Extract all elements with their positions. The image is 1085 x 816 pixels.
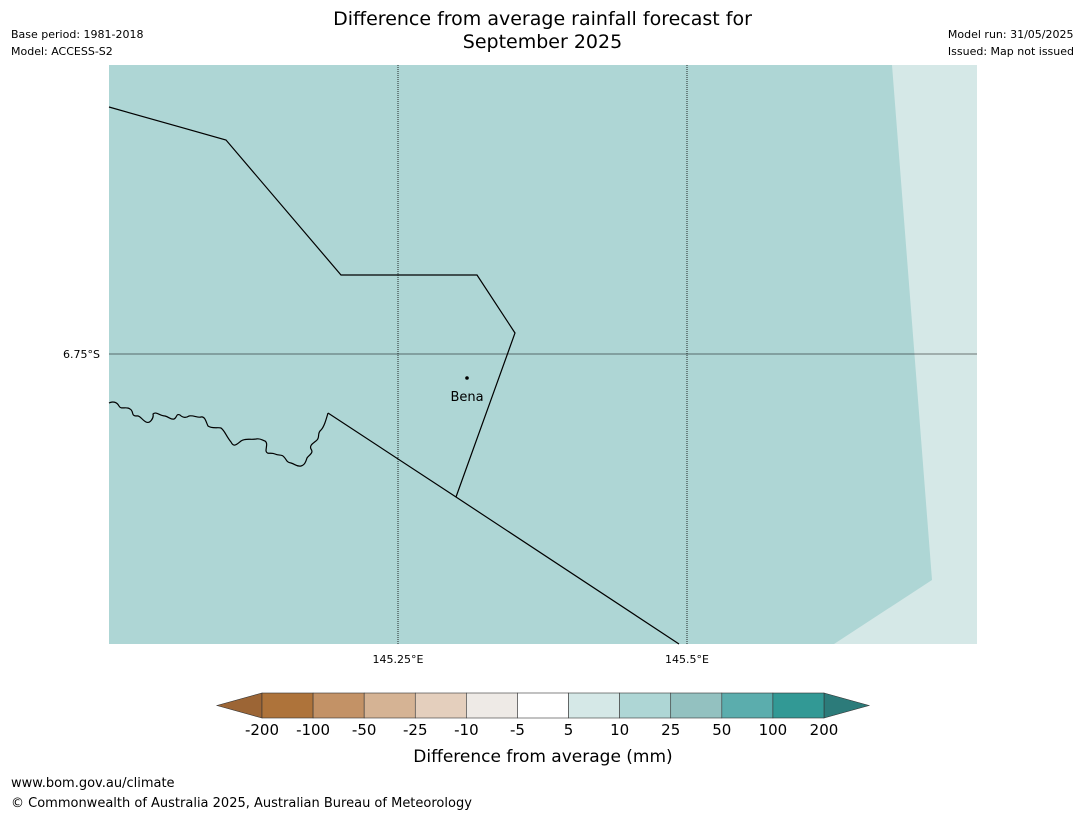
map-panel: Bena 6.75°S 145.25°E 145.5°E <box>63 65 977 666</box>
colorbar-box-1 <box>312 692 365 719</box>
province-boundary-south <box>327 412 680 645</box>
colorbar-extend-high <box>823 692 871 719</box>
forecast-region-10-25mm <box>109 65 932 644</box>
colorbar-box-0 <box>261 692 314 719</box>
colorbar-box-2 <box>363 692 416 719</box>
footer-copyright: © Commonwealth of Australia 2025, Austra… <box>11 796 472 811</box>
header-meta-left: Base period: 1981-2018 Model: ACCESS-S2 <box>11 26 143 60</box>
colorbar: -200 -100 -50 -25 -10 -5 5 10 25 50 100 200 Differe… <box>215 692 871 767</box>
district-boundary-west <box>108 401 329 467</box>
latitude-label: 6.75°S <box>63 348 100 361</box>
colorbar-box-3 <box>414 692 467 719</box>
map-title-line2: September 2025 <box>462 31 623 53</box>
colorbar-tick-label: 100 <box>759 721 788 739</box>
colorbar-tick-label: -10 <box>454 721 479 739</box>
footer-url[interactable]: www.bom.gov.au/climate <box>11 776 175 791</box>
colorbar-title: Difference from average (mm) <box>413 747 672 767</box>
map-title-line1: Difference from average rainfall forecas… <box>333 8 752 30</box>
colorbar-tick-label: 25 <box>661 721 680 739</box>
bena-marker <box>465 376 469 380</box>
colorbar-box-7 <box>619 692 672 719</box>
colorbar-box-5 <box>517 692 569 719</box>
longitude-label-145-5: 145.5°E <box>665 653 709 666</box>
bena-label: Bena <box>450 390 483 405</box>
colorbar-tick-label: -5 <box>510 721 525 739</box>
colorbar-tick-label: -50 <box>352 721 377 739</box>
colorbar-box-6 <box>568 692 620 719</box>
colorbar-tick-label: 200 <box>810 721 839 739</box>
colorbar-tick-label: -100 <box>296 721 330 739</box>
issued-text: Issued: Map not issued <box>947 45 1074 58</box>
colorbar-box-8 <box>670 692 723 719</box>
colorbar-box-9 <box>721 692 774 719</box>
colorbar-box-4 <box>466 692 518 719</box>
map-title: Difference from average rainfall forecas… <box>0 8 1085 54</box>
colorbar-tick-label: 5 <box>564 721 574 739</box>
model-run-text: Model run: 31/05/2025 <box>947 28 1074 41</box>
colorbar-tick-label: 10 <box>610 721 629 739</box>
colorbar-extend-low <box>215 692 263 719</box>
header-meta-right: Model run: 31/05/2025 Issued: Map not is… <box>948 26 1074 60</box>
colorbar-box-10 <box>772 692 825 719</box>
colorbar-tick-label: -200 <box>245 721 279 739</box>
colorbar-tick-label: -25 <box>403 721 428 739</box>
model-text: Model: ACCESS-S2 <box>11 45 113 58</box>
base-period-text: Base period: 1981-2018 <box>11 28 144 41</box>
colorbar-tick-label: 50 <box>712 721 731 739</box>
longitude-label-145-25: 145.25°E <box>373 653 424 666</box>
province-boundary-north <box>108 106 516 498</box>
